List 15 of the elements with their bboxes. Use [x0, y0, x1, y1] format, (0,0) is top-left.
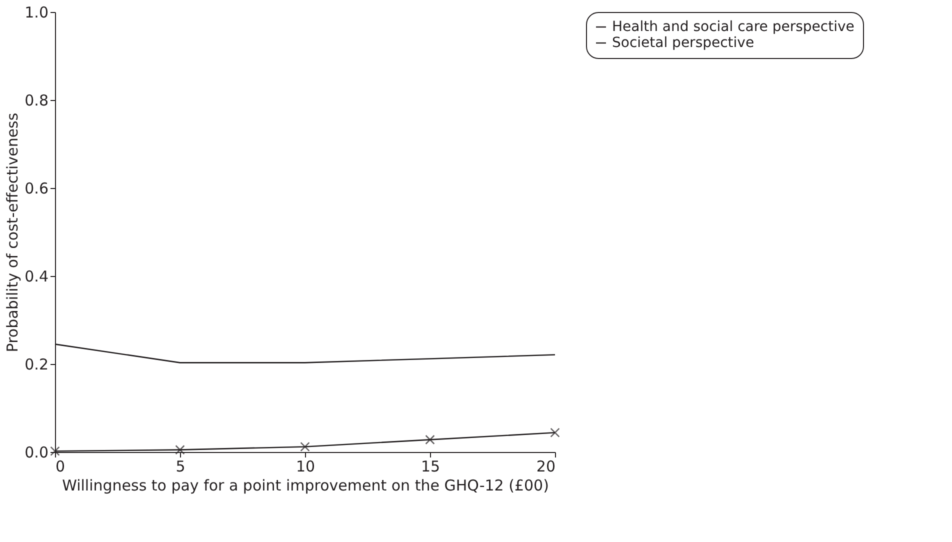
legend-label: Societal perspective: [612, 35, 754, 51]
y-tick-label: 0.8: [24, 92, 48, 110]
x-tick-label: 5: [176, 458, 186, 476]
x-tick-label: 10: [296, 458, 316, 476]
y-tick-label: 1.0: [24, 4, 48, 22]
legend-label: Health and social care perspective: [612, 19, 854, 35]
y-axis-title: Probability of cost-effectiveness: [4, 112, 22, 352]
x-tick-label: 0: [56, 458, 66, 476]
y-tick-label: 0.0: [24, 444, 48, 462]
x-tick-label: 15: [420, 458, 440, 476]
x-tick-label: 20: [536, 458, 556, 476]
y-tick-label: 0.2: [24, 356, 48, 374]
y-tick-label: 0.4: [24, 268, 48, 286]
x-axis-title: Willingness to pay for a point improvement on the GHQ-12 (£00): [62, 476, 549, 494]
y-tick-label: 0.6: [24, 180, 48, 198]
